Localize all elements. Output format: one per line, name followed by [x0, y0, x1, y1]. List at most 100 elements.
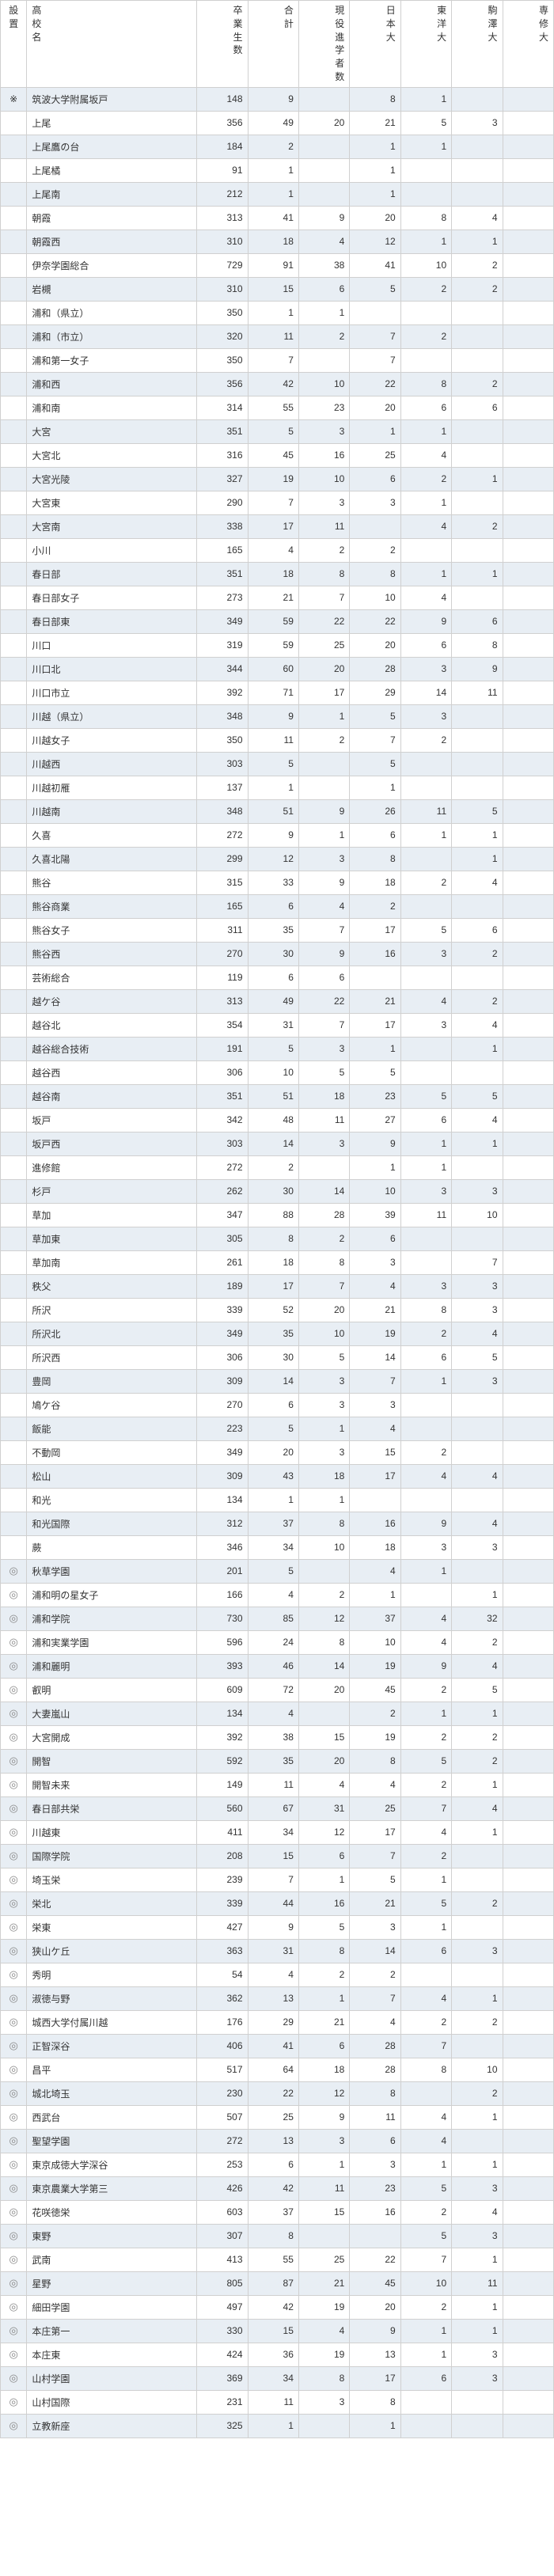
cell-value: 1 — [452, 823, 503, 847]
cell-value: 165 — [197, 894, 248, 918]
cell-value: 1 — [248, 182, 298, 206]
cell-value: 5 — [298, 1345, 349, 1369]
cell-value: 29 — [248, 2010, 298, 2034]
cell-value: 9 — [248, 823, 298, 847]
cell-mark — [1, 799, 27, 823]
cell-value: 7 — [350, 1844, 400, 1868]
cell-school-name: 大妻嵐山 — [27, 1702, 197, 1725]
cell-mark: ◎ — [1, 1796, 27, 1820]
cell-school-name: 東京成徳大学深谷 — [27, 2153, 197, 2176]
cell-value: 303 — [197, 1132, 248, 1155]
cell-value: 9 — [248, 1915, 298, 1939]
cell-school-name: 草加南 — [27, 1250, 197, 1274]
cell-mark: ◎ — [1, 2200, 27, 2224]
cell-value: 272 — [197, 1155, 248, 1179]
cell-value: 3 — [452, 1274, 503, 1298]
cell-value: 18 — [350, 1535, 400, 1559]
cell-value: 2 — [452, 1725, 503, 1749]
cell-value: 1 — [400, 2319, 451, 2343]
cell-value: 2 — [248, 1155, 298, 1179]
cell-value: 18 — [298, 1084, 349, 1108]
cell-school-name: 川越東 — [27, 1820, 197, 1844]
cell-mark — [1, 1084, 27, 1108]
cell-school-name: 久喜北陽 — [27, 847, 197, 871]
cell-value — [503, 1630, 553, 1654]
cell-value: 1 — [248, 158, 298, 182]
cell-value: 41 — [248, 206, 298, 230]
cell-mark — [1, 1440, 27, 1464]
table-row: 蕨34634101833 — [1, 1535, 554, 1559]
cell-value — [350, 514, 400, 538]
cell-school-name: 春日部東 — [27, 609, 197, 633]
cell-value: 392 — [197, 681, 248, 704]
cell-value — [503, 2390, 553, 2414]
cell-mark — [1, 348, 27, 372]
cell-value: 32 — [452, 1607, 503, 1630]
cell-value: 25 — [248, 2105, 298, 2129]
cell-value — [400, 2414, 451, 2438]
cell-value: 8 — [400, 206, 451, 230]
cell-value — [503, 277, 553, 301]
cell-school-name: 川口北 — [27, 657, 197, 681]
cell-value: 59 — [248, 609, 298, 633]
cell-value: 1 — [248, 301, 298, 324]
table-row: ◎本庄第一330154911 — [1, 2319, 554, 2343]
table-row: 川越西30355 — [1, 752, 554, 776]
cell-value: 91 — [248, 253, 298, 277]
cell-value: 22 — [350, 372, 400, 396]
table-row: 越谷南35151182355 — [1, 1084, 554, 1108]
cell-mark — [1, 1108, 27, 1132]
cell-value: 11 — [248, 1773, 298, 1796]
cell-value: 5 — [350, 1060, 400, 1084]
cell-value: 9 — [400, 609, 451, 633]
table-row: ◎武南41355252271 — [1, 2248, 554, 2271]
table-row: 飯能223514 — [1, 1417, 554, 1440]
cell-school-name: 草加東 — [27, 1227, 197, 1250]
cell-value: 191 — [197, 1037, 248, 1060]
cell-value: 325 — [197, 2414, 248, 2438]
table-row: 越谷総合技術1915311 — [1, 1037, 554, 1060]
cell-value: 10 — [400, 2271, 451, 2295]
cell-value: 413 — [197, 2248, 248, 2271]
cell-value: 426 — [197, 2176, 248, 2200]
cell-value — [452, 2390, 503, 2414]
cell-school-name: 開智 — [27, 1749, 197, 1773]
cell-value — [400, 1250, 451, 1274]
cell-value: 6 — [400, 633, 451, 657]
cell-value — [503, 1607, 553, 1630]
cell-value: 25 — [298, 633, 349, 657]
cell-value: 189 — [197, 1274, 248, 1298]
cell-value: 6 — [248, 1393, 298, 1417]
cell-value: 20 — [298, 1678, 349, 1702]
cell-value: 19 — [350, 1654, 400, 1678]
cell-value — [452, 1393, 503, 1417]
cell-value: 11 — [452, 2271, 503, 2295]
cell-school-name: 浦和第一女子 — [27, 348, 197, 372]
cell-mark: ◎ — [1, 2366, 27, 2390]
cell-value: 19 — [298, 2343, 349, 2366]
cell-school-name: 進修館 — [27, 1155, 197, 1179]
cell-value: 1 — [400, 1915, 451, 1939]
cell-value: 3 — [350, 2153, 400, 2176]
cell-value: 2 — [452, 2010, 503, 2034]
cell-value — [400, 1393, 451, 1417]
cell-mark: ◎ — [1, 2224, 27, 2248]
cell-school-name: 狭山ケ丘 — [27, 1939, 197, 1963]
cell-value: 3 — [452, 2366, 503, 2390]
cell-value: 3 — [452, 1939, 503, 1963]
table-row: ◎開智5923520852 — [1, 1749, 554, 1773]
cell-mark — [1, 704, 27, 728]
cell-value: 2 — [298, 1963, 349, 1986]
cell-value: 6 — [248, 894, 298, 918]
cell-mark — [1, 514, 27, 538]
cell-value: 1 — [452, 2295, 503, 2319]
cell-value: 2 — [452, 1749, 503, 1773]
cell-value: 4 — [400, 1986, 451, 2010]
cell-value — [452, 1559, 503, 1583]
cell-value — [503, 609, 553, 633]
cell-value: 28 — [298, 1203, 349, 1227]
cell-value: 91 — [197, 158, 248, 182]
cell-value: 2 — [350, 1702, 400, 1725]
cell-value: 1 — [452, 2105, 503, 2129]
cell-value: 307 — [197, 2224, 248, 2248]
